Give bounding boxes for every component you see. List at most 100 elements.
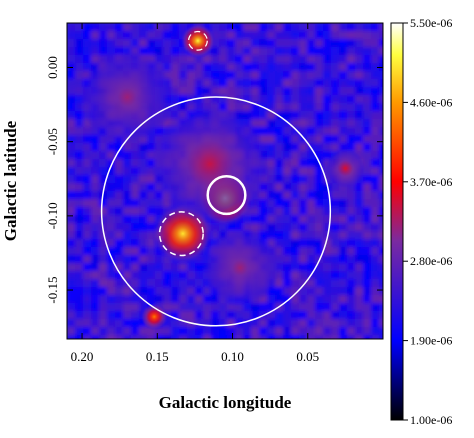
noise-cell (291, 183, 299, 191)
noise-cell (347, 71, 355, 79)
noise-cell (235, 327, 243, 335)
noise-cell (99, 167, 107, 175)
noise-cell (75, 135, 83, 143)
noise-cell (219, 63, 227, 71)
noise-cell (171, 63, 179, 71)
noise-cell (83, 167, 91, 175)
noise-cell (363, 207, 371, 215)
noise-cell (275, 39, 283, 47)
noise-cell (283, 47, 291, 55)
noise-cell (91, 39, 99, 47)
noise-cell (315, 255, 323, 263)
noise-cell (171, 111, 179, 119)
noise-cell (115, 231, 123, 239)
noise-cell (83, 335, 91, 339)
noise-cell (331, 143, 339, 151)
noise-cell (299, 159, 307, 167)
noise-cell (171, 287, 179, 295)
noise-cell (291, 327, 299, 335)
noise-cell (299, 231, 307, 239)
noise-cell (235, 31, 243, 39)
noise-cell (331, 295, 339, 303)
noise-cell (347, 239, 355, 247)
noise-cell (179, 287, 187, 295)
noise-cell (355, 215, 363, 223)
noise-cell (243, 23, 251, 31)
noise-cell (139, 151, 147, 159)
noise-cell (131, 303, 139, 311)
noise-cell (131, 39, 139, 47)
noise-cell (83, 327, 91, 335)
noise-cell (307, 263, 315, 271)
noise-cell (283, 287, 291, 295)
noise-cell (363, 23, 371, 31)
noise-cell (347, 255, 355, 263)
noise-cell (323, 31, 331, 39)
noise-cell (371, 47, 379, 55)
noise-cell (123, 231, 131, 239)
noise-cell (155, 327, 163, 335)
noise-cell (139, 303, 147, 311)
noise-cell (107, 311, 115, 319)
noise-cell (83, 135, 91, 143)
noise-cell (267, 303, 275, 311)
noise-cell (75, 191, 83, 199)
noise-cell (83, 47, 91, 55)
noise-cell (107, 159, 115, 167)
noise-cell (363, 31, 371, 39)
noise-cell (347, 191, 355, 199)
noise-cell (379, 303, 383, 311)
noise-cell (299, 255, 307, 263)
noise-cell (203, 319, 211, 327)
noise-cell (67, 303, 75, 311)
noise-cell (299, 191, 307, 199)
noise-cell (115, 279, 123, 287)
noise-cell (83, 199, 91, 207)
noise-cell (251, 47, 259, 55)
noise-cell (331, 279, 339, 287)
noise-cell (275, 279, 283, 287)
noise-cell (75, 255, 83, 263)
noise-cell (107, 255, 115, 263)
noise-cell (371, 39, 379, 47)
noise-cell (379, 167, 383, 175)
noise-cell (371, 55, 379, 63)
noise-cell (211, 311, 219, 319)
noise-cell (75, 167, 83, 175)
noise-cell (323, 87, 331, 95)
noise-cell (123, 303, 131, 311)
noise-cell (99, 159, 107, 167)
noise-cell (107, 303, 115, 311)
noise-cell (379, 207, 383, 215)
noise-cell (307, 71, 315, 79)
noise-cell (291, 191, 299, 199)
noise-cell (115, 175, 123, 183)
noise-cell (107, 31, 115, 39)
noise-cell (379, 271, 383, 279)
noise-cell (347, 335, 355, 339)
noise-cell (83, 23, 91, 31)
noise-cell (123, 151, 131, 159)
noise-cell (275, 63, 283, 71)
noise-cell (107, 231, 115, 239)
noise-cell (299, 199, 307, 207)
noise-cell (219, 335, 227, 339)
noise-cell (147, 327, 155, 335)
noise-cell (75, 71, 83, 79)
noise-cell (259, 127, 267, 135)
noise-cell (299, 167, 307, 175)
noise-cell (179, 55, 187, 63)
noise-cell (187, 287, 195, 295)
noise-cell (227, 55, 235, 63)
noise-cell (299, 71, 307, 79)
noise-cell (171, 47, 179, 55)
noise-cell (307, 167, 315, 175)
noise-cell (147, 223, 155, 231)
noise-cell (203, 63, 211, 71)
noise-cell (299, 87, 307, 95)
noise-cell (187, 335, 195, 339)
noise-cell (283, 175, 291, 183)
noise-cell (251, 31, 259, 39)
noise-cell (67, 47, 75, 55)
noise-cell (339, 119, 347, 127)
